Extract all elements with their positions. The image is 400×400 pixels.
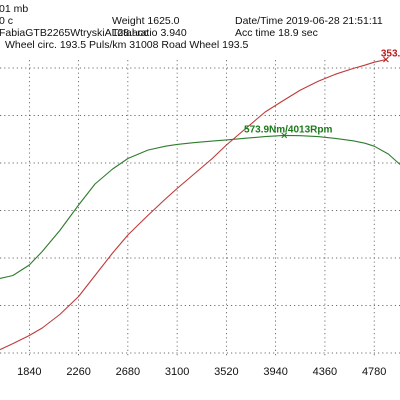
total-ratio-text: Total ratio 3.940 [112,27,187,39]
chart-plot: 353.0h 573.9Nm/4013Rpm 1840 2260 2680 3100 35… [0,49,400,400]
x-tick-label: 2260 [66,366,90,378]
x-tick-label: 3940 [263,366,287,378]
peak-marker-stroke [281,132,288,139]
x-tick-label: 1840 [17,366,41,378]
series-line-torque [0,134,400,280]
x-tick-label: 4360 [313,366,337,378]
peak-label-power: 353.0h [381,49,400,60]
peak-marker-torque [281,132,288,139]
weight-text: Weight 1625.0 [112,15,180,27]
annotations: 353.0h 573.9Nm/4013Rpm [244,49,400,139]
x-tick-label: 2680 [116,366,140,378]
pressure-text: 01 mb [0,3,29,15]
chart-header: 01 mb 0 c FabiaGTB2265WtryskiAL28.acc Wh… [0,0,400,52]
x-tick-label: 3100 [165,366,189,378]
temperature-text: 0 c [0,15,14,27]
file-name: FabiaGTB2265WtryskiAL28.acc [0,27,149,39]
peak-marker-stroke [383,56,389,63]
series-line-power [0,58,387,351]
x-axis-band [0,358,400,400]
x-tick-label: 4780 [362,366,386,378]
peak-marker-power [383,56,389,63]
acc-time-text: Acc time 18.9 sec [235,27,318,39]
x-tick-label: 3520 [214,366,238,378]
x-axis-ticks: 1840 2260 2680 3100 3520 3940 4360 4780 [17,366,386,378]
datetime-text: Date/Time 2019-06-28 21:51:11 [235,15,383,27]
series-layer [0,58,400,351]
peak-label-torque: 573.9Nm/4013Rpm [244,124,332,135]
wheel-info: Wheel circ. 193.5 Puls/km 31008 Road Whe… [5,39,249,51]
